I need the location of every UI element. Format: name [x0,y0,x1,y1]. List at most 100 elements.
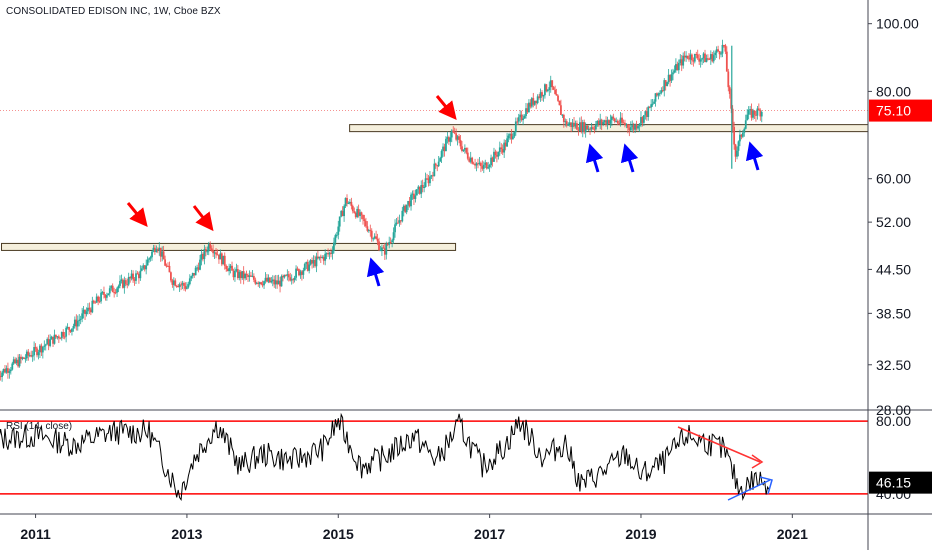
candle-body [733,127,735,144]
candle-body [147,260,149,266]
candle-body [148,258,150,259]
candle-body [643,115,645,123]
candle-body [65,328,67,337]
rsi-label: RSI (14, close) [6,421,72,432]
candle-body [288,274,290,277]
candle-body [516,121,518,122]
candle-body [610,120,612,124]
candle-body [630,127,632,130]
candle-body [295,269,297,278]
candle-body [671,74,673,80]
candle-body [567,124,569,126]
candle-body [186,287,188,289]
candle-body [183,283,185,286]
candle-body [38,352,40,355]
resistance-arrow [128,203,142,220]
candle-body [97,297,99,302]
candle-body [125,280,127,284]
candle-body [652,104,654,105]
candle-body [205,249,207,251]
support-arrow [752,150,758,170]
candle-body [743,129,745,133]
rsi-tick-label: 80.00 [876,413,911,429]
candle-body [480,163,482,166]
candle-body [666,82,668,86]
candle-body [713,55,715,61]
candle-body [334,235,336,242]
candle-body [100,293,102,302]
time-tick-label: 2019 [625,526,656,542]
candle-body [714,53,716,55]
candle-body [415,195,417,199]
candle-body [263,281,265,285]
candle-body [394,224,396,232]
candle-body [691,55,693,61]
candle-body [390,242,392,243]
support-resistance-zone [350,125,868,132]
candle-body [103,292,105,295]
candle-body [294,278,296,280]
candle-body [377,239,379,242]
candle-body [547,90,549,91]
candle-body [438,162,440,166]
candle-body [107,293,109,295]
candle-body [647,107,649,117]
candle-body [86,311,88,314]
candle-body [132,274,134,280]
candle-body [449,137,451,141]
candle-body [423,187,425,188]
candle-body [380,250,382,251]
candle-body [697,54,699,58]
candle-body [720,54,722,55]
candle-body [150,257,152,258]
candle-body [225,266,227,269]
candle-body [332,251,334,254]
candle-body [551,80,553,87]
candle-body [189,278,191,284]
candle-body [364,219,366,221]
candle-body [118,286,120,288]
rsi-badge-label: 46.15 [876,475,911,491]
candle-body [559,101,561,105]
candle-body [324,254,326,261]
support-arrow [373,266,379,286]
candle-body [637,126,639,128]
candle-body [89,308,91,310]
candle-body [119,281,121,286]
candle-body [308,264,310,270]
candle-body [80,319,82,320]
candle-body [141,268,143,270]
price-tick-label: 100.00 [876,16,919,32]
candle-body [350,202,352,206]
candle-body [576,123,578,129]
candle-body [228,268,230,271]
candle-body [557,96,559,101]
price-badge-label: 75.10 [876,103,911,119]
candle-body [224,256,226,266]
candle-body [73,326,75,328]
candle-body [11,364,13,370]
candle-body [174,280,176,285]
candle-body [435,164,437,166]
candle-body [497,152,499,157]
candle-body [234,271,236,277]
candle-body [372,238,374,239]
candle-body [460,140,462,146]
candle-body [365,221,367,226]
candle-body [145,265,147,269]
candle-body [206,251,208,252]
support-arrow [592,152,598,172]
candle-body [617,121,619,123]
candle-body [59,338,61,339]
candle-body [362,215,364,219]
candle-body [458,136,460,140]
candle-body [727,72,729,88]
candle-body [401,211,403,221]
candle-body [745,120,747,128]
candle-body [500,147,502,149]
candle-body [487,167,489,168]
candle-body [8,371,10,373]
candle-body [209,244,211,248]
time-tick-label: 2011 [20,526,51,542]
